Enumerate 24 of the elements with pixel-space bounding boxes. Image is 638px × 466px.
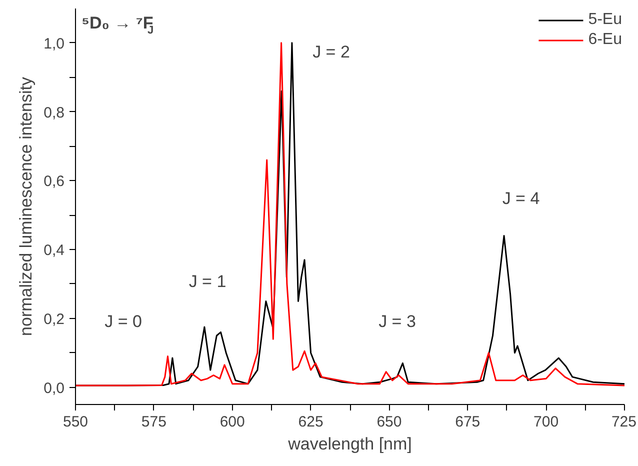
legend-label: 5-Eu [588,11,622,29]
x-tick-label: 550 [62,414,88,430]
y-tick-label: 0,6 [44,173,65,190]
x-tick-label: 675 [455,414,480,430]
y-tick-label: 0,4 [44,242,65,260]
y-tick-label: 1,0 [44,35,65,52]
x-tick-label: 650 [376,414,402,430]
y-tick-label: 0,0 [44,380,65,397]
y-tick-label: 0,8 [44,104,65,122]
legend-label: 6-Eu [588,31,622,49]
x-tick-label: 600 [220,414,245,430]
annotation: J = 2 [312,42,350,62]
text: ⁵D₀ → ⁷FJ [82,14,154,36]
x-tick-label: 725 [611,414,637,430]
annotation: J = 4 [502,189,540,208]
annotation: J = 0 [104,312,142,331]
annotation: J = 1 [188,272,226,292]
x-axis-title: wavelength [nm] [287,434,412,454]
annotation: J = 3 [378,312,416,331]
x-tick-label: 575 [141,414,166,430]
x-tick-label: 625 [298,414,324,430]
x-tick-label: 700 [534,414,559,430]
y-tick-label: 0,2 [44,310,65,328]
y-axis-title: normalized luminescence intensity [16,76,36,336]
